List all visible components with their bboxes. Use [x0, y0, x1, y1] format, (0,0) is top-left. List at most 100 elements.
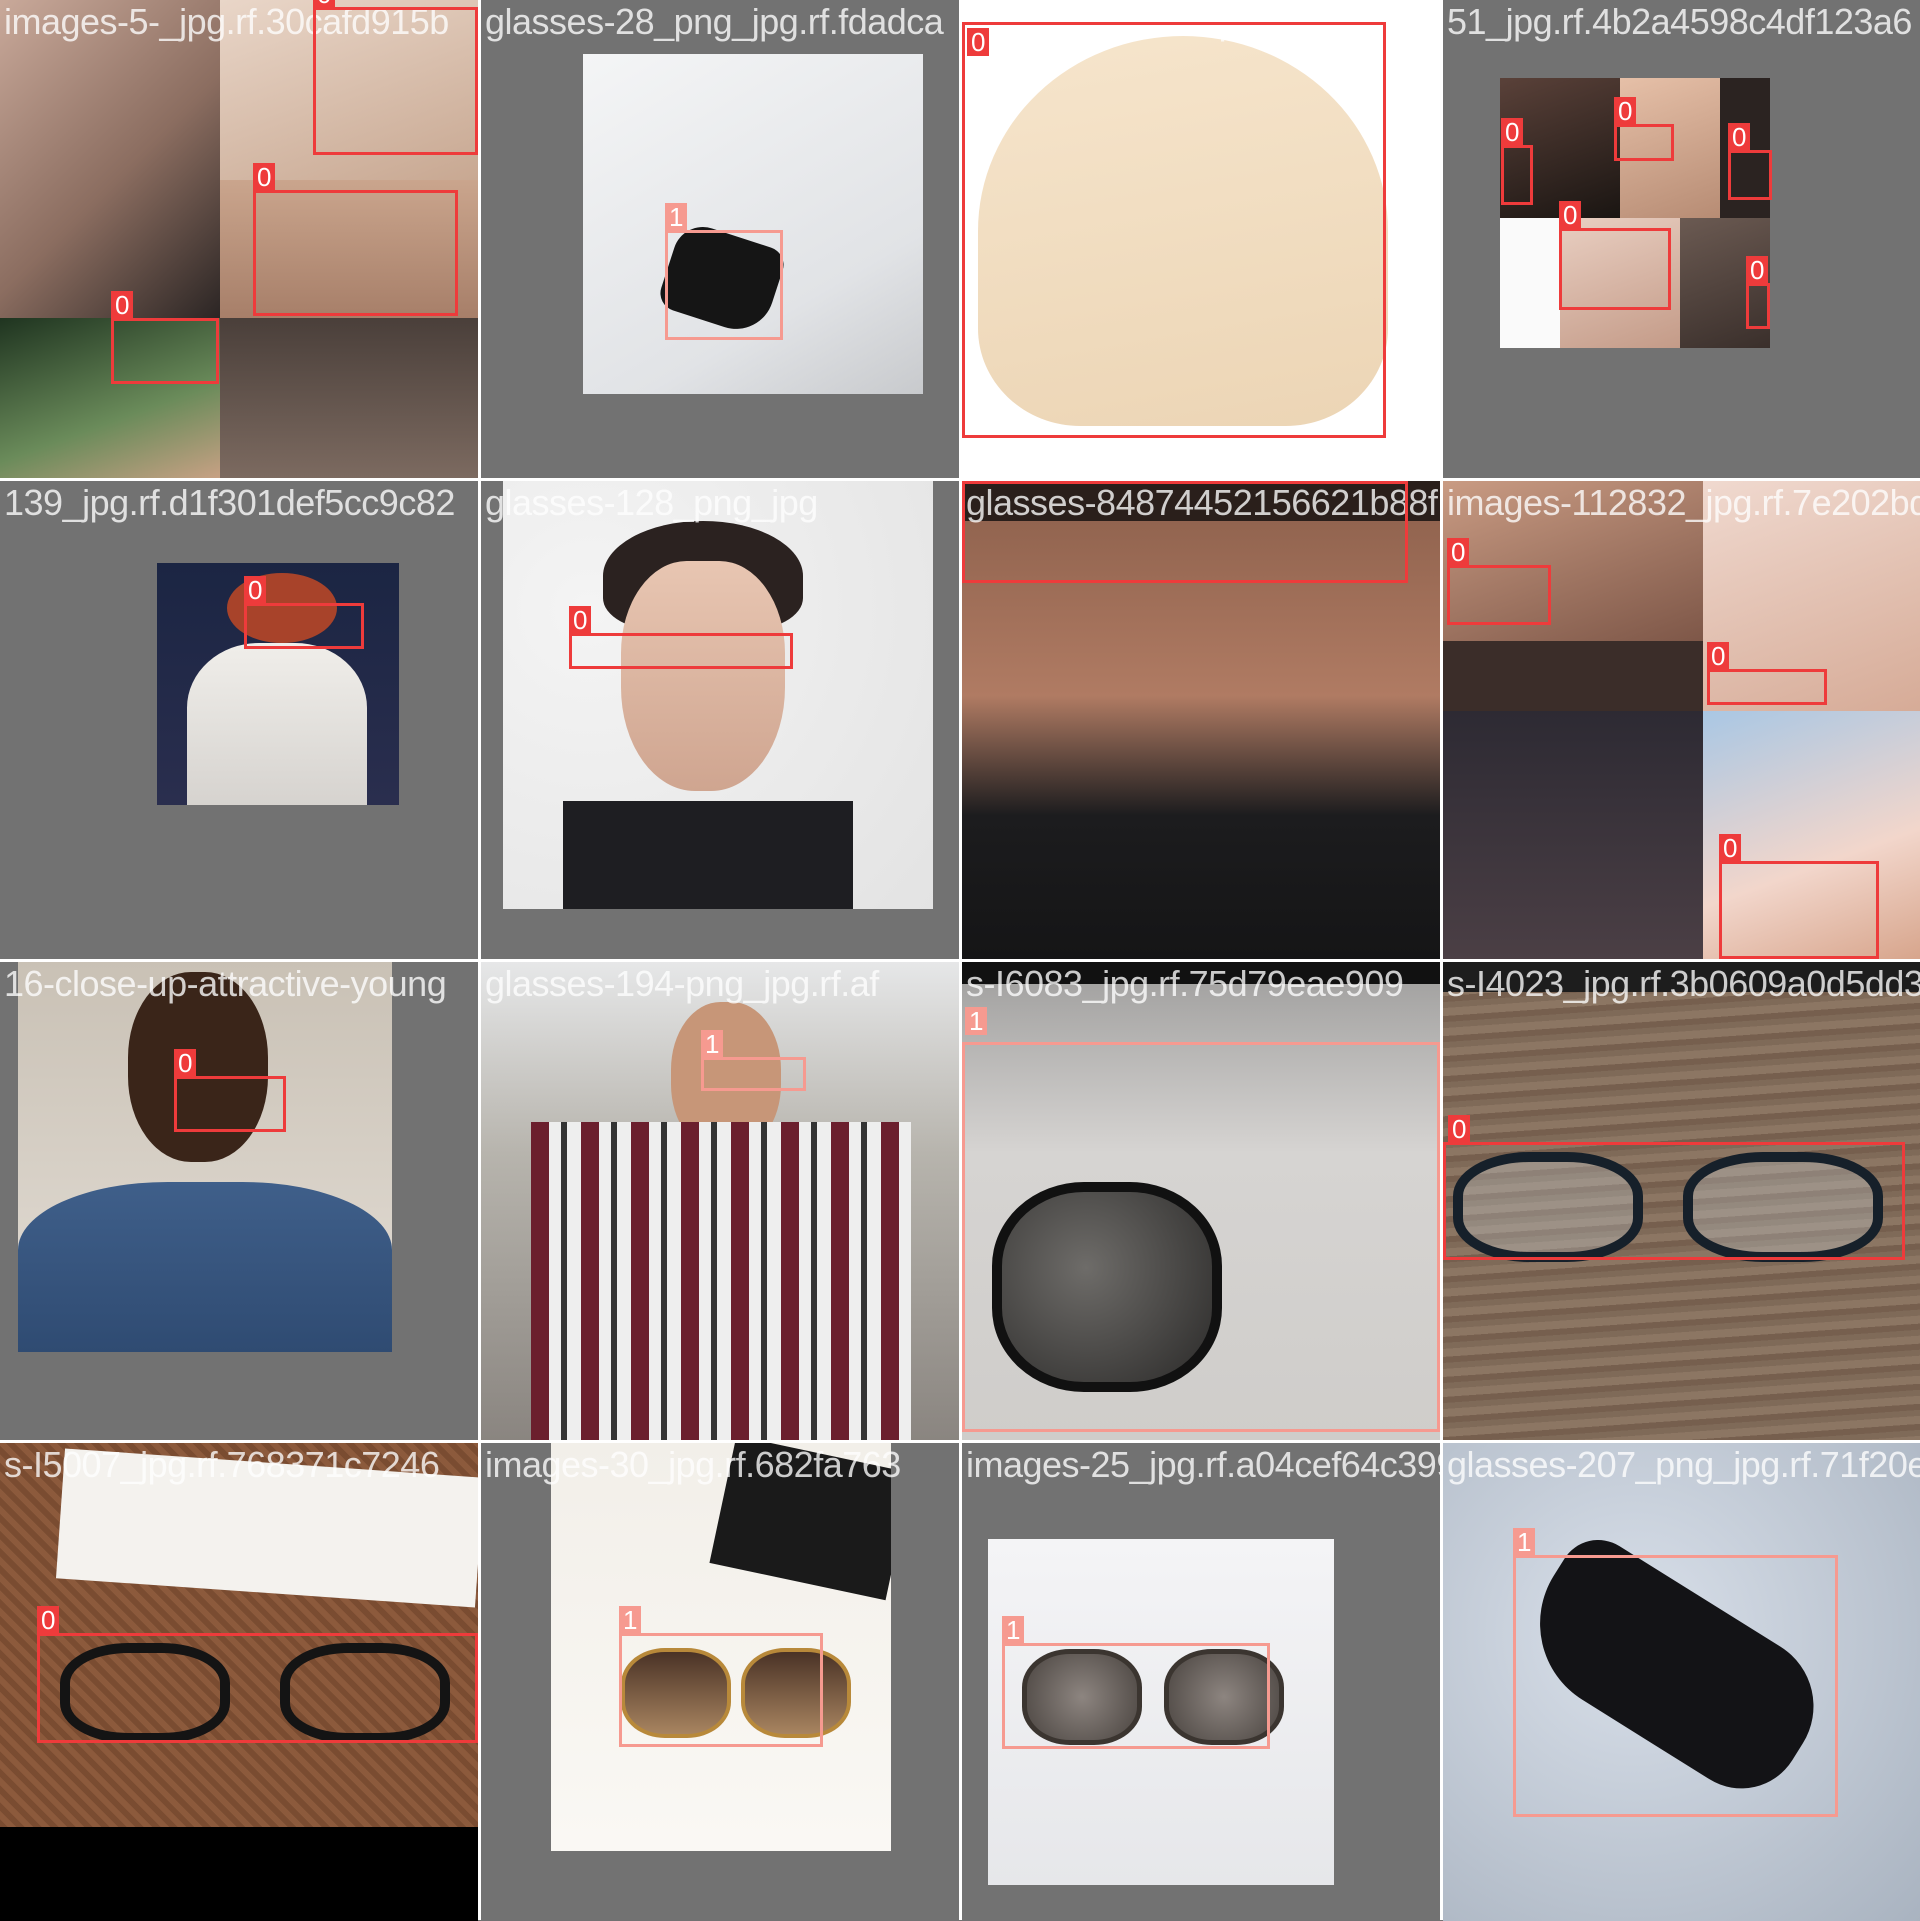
- photo-region: [0, 318, 220, 478]
- sunglasses-lens: [741, 1648, 851, 1738]
- detection-box[interactable]: 0: [1559, 201, 1671, 310]
- image-filename: 51_jpg.rf.4b2a4598c4df123a6: [1447, 1, 1912, 42]
- image-tile-16[interactable]: glasses-207_png_jpg.rf.71f20e 1: [1443, 1443, 1920, 1921]
- photo-region: [220, 180, 478, 318]
- class-label: 0: [1559, 201, 1582, 229]
- tile-photo: [1443, 481, 1920, 959]
- detection-box[interactable]: 0: [1746, 256, 1770, 329]
- photo-region: [1560, 218, 1680, 348]
- photo-region: [1500, 218, 1560, 348]
- photo-region: [531, 1122, 911, 1440]
- image-tile-15[interactable]: images-25_jpg.rf.a04cef64c399 1: [962, 1443, 1440, 1921]
- photo-region: [1443, 962, 1920, 992]
- detection-box[interactable]: 1: [1002, 1616, 1270, 1749]
- tile-photo: [1500, 78, 1770, 348]
- detection-box[interactable]: 1: [1513, 1528, 1838, 1817]
- tile-photo: [157, 563, 399, 805]
- detection-box[interactable]: 0: [1719, 834, 1879, 959]
- photo-region: [187, 643, 367, 805]
- detection-box[interactable]: 0: [962, 22, 1386, 438]
- detection-box[interactable]: 0: [174, 1049, 286, 1132]
- detection-box[interactable]: 0: [111, 291, 219, 384]
- class-label: 0: [174, 1049, 197, 1077]
- class-label: 0: [1501, 118, 1524, 146]
- class-label: 0: [253, 163, 276, 191]
- class-label: 0: [1728, 123, 1751, 151]
- class-label: 0: [1719, 834, 1742, 862]
- detection-box[interactable]: 0: [253, 163, 458, 316]
- image-tile-8[interactable]: images-112832_jpg.rf.7e202bdc 0 0 0: [1443, 481, 1920, 959]
- photo-region: [0, 1827, 478, 1921]
- tile-photo: [1443, 962, 1920, 1440]
- detection-box[interactable]: 0: [1447, 538, 1551, 625]
- image-tile-2[interactable]: glasses-28_png_jpg.rf.fdadca 1: [481, 0, 959, 478]
- detection-box[interactable]: 0: [37, 1606, 478, 1743]
- class-label: 0: [1707, 642, 1730, 670]
- detection-box[interactable]: 0: [1501, 118, 1533, 205]
- photo-region: [962, 962, 1440, 984]
- class-label: 1: [701, 1030, 724, 1058]
- glasses-lens: [280, 1643, 450, 1743]
- detection-box[interactable]: 0: [1707, 642, 1827, 705]
- glasses-lens: [1453, 1152, 1643, 1262]
- tile-photo: [18, 962, 392, 1352]
- class-label: 1: [665, 203, 688, 231]
- tile-photo: [988, 1539, 1334, 1885]
- image-tile-9[interactable]: 16-close-up-attractive-young 0: [0, 962, 478, 1440]
- tile-photo: [962, 962, 1440, 1440]
- detection-box[interactable]: 1: [962, 1007, 1440, 1432]
- image-tile-1[interactable]: images-5-_jpg.rf.30cafd915b 0 0 0: [0, 0, 478, 478]
- photo-region: [1620, 78, 1720, 218]
- image-tile-6[interactable]: glasses-128_png_jpg 0: [481, 481, 959, 959]
- tile-photo: [551, 1443, 891, 1851]
- detection-box[interactable]: 0: [962, 481, 1408, 583]
- photo-region: [709, 1443, 891, 1601]
- image-filename: images-25_jpg.rf.a04cef64c399: [966, 1444, 1440, 1485]
- glasses-lens: [1683, 1152, 1883, 1262]
- tile-photo: [0, 1443, 478, 1921]
- photo-region: [18, 1182, 392, 1352]
- image-tile-12[interactable]: s-I4023_jpg.rf.3b0609a0d5dd3 0: [1443, 962, 1920, 1440]
- class-label: 0: [111, 291, 134, 319]
- class-label: 0: [967, 28, 990, 56]
- sunglasses-lens: [992, 1182, 1222, 1392]
- image-tile-7[interactable]: glasses-84874452156621b88f 0: [962, 481, 1440, 959]
- detection-box[interactable]: 1: [619, 1606, 823, 1747]
- detection-box[interactable]: 0: [244, 576, 364, 649]
- image-tile-3[interactable]: 1102-73f45997ap-30109_pf15 0: [962, 0, 1440, 478]
- image-tile-5[interactable]: 139_jpg.rf.d1f301def5cc9c82 0: [0, 481, 478, 959]
- class-label: 0: [244, 576, 267, 604]
- class-label: 0: [1746, 256, 1769, 284]
- class-label: 1: [619, 1606, 642, 1634]
- class-label: 0: [313, 0, 336, 8]
- detection-box[interactable]: 0: [313, 0, 478, 155]
- detection-box[interactable]: 0: [569, 606, 793, 669]
- sunglasses-lens: [1164, 1649, 1284, 1745]
- detection-box[interactable]: 0: [1728, 123, 1772, 200]
- image-tile-10[interactable]: glasses-194-png_jpg.rf.af 1: [481, 962, 959, 1440]
- sunglasses-lens: [621, 1648, 731, 1738]
- photo-region: [1443, 711, 1703, 959]
- class-label: 1: [965, 1007, 988, 1035]
- tile-photo: [0, 0, 478, 478]
- image-tile-13[interactable]: s-I5007_jpg.rf.768371c7246 0: [0, 1443, 478, 1921]
- photo-region: [128, 972, 268, 1162]
- class-label: 0: [1614, 97, 1637, 125]
- image-tile-4[interactable]: 51_jpg.rf.4b2a4598c4df123a6 0 0 0 0 0: [1443, 0, 1920, 478]
- image-filename: 139_jpg.rf.d1f301def5cc9c82: [4, 482, 455, 523]
- detection-box[interactable]: 0: [1443, 1115, 1905, 1260]
- photo-region: [220, 0, 478, 180]
- detection-box[interactable]: 0: [1614, 97, 1674, 161]
- photo-region: [621, 561, 785, 791]
- photo-region: [1500, 78, 1620, 218]
- photo-region: [1443, 481, 1703, 641]
- class-label: 0: [37, 1606, 60, 1634]
- paper-sheet: [55, 1448, 478, 1608]
- detection-box[interactable]: 1: [701, 1030, 806, 1091]
- tile-photo: [962, 481, 1440, 959]
- detection-box[interactable]: 1: [665, 203, 783, 340]
- image-tile-11[interactable]: s-I6083_jpg.rf.75d79eae909 1: [962, 962, 1440, 1440]
- image-tile-14[interactable]: images-30_jpg.rf.682fa763 1: [481, 1443, 959, 1921]
- cap-shape: [978, 36, 1388, 426]
